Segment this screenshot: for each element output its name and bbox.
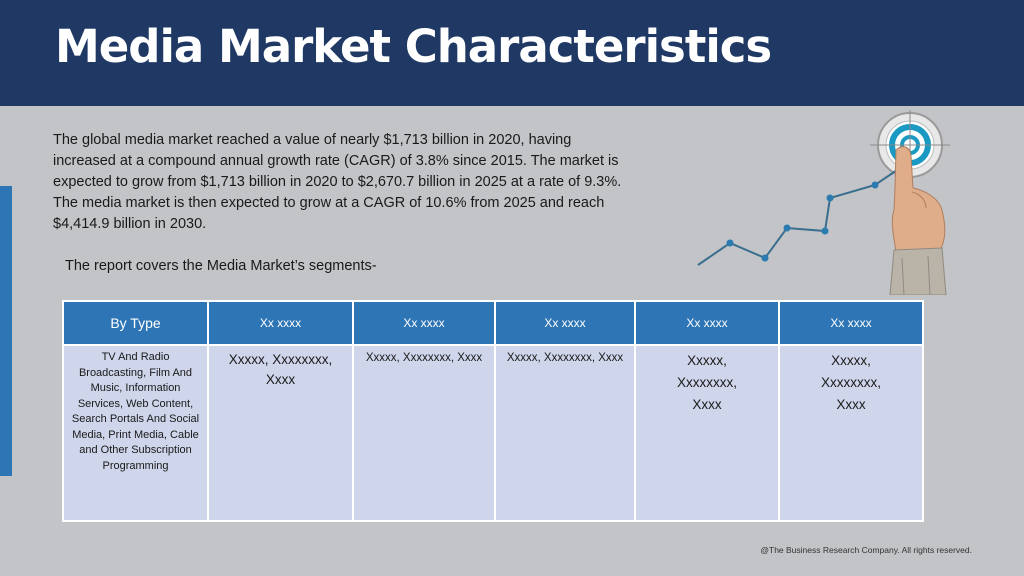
table-header-row: By Type Xx xxxx Xx xxxx Xx xxxx Xx xxxx … [62, 300, 924, 346]
segments-note: The report covers the Media Market’s seg… [65, 258, 377, 274]
title-bar: Media Market Characteristics [0, 0, 1024, 106]
table-cell: Xxxxx, Xxxxxxxx, Xxxx [352, 344, 496, 522]
accent-bar [0, 186, 12, 476]
table-cell: Xxxxx, Xxxxxxxx, Xxxx [778, 344, 924, 522]
table-cell: TV And Radio Broadcasting, Film And Musi… [62, 344, 209, 522]
segments-table: By Type Xx xxxx Xx xxxx Xx xxxx Xx xxxx … [62, 300, 924, 522]
table-header-cell: Xx xxxx [352, 300, 496, 346]
intro-paragraph: The global media market reached a value … [53, 132, 622, 232]
growth-line-icon [697, 167, 901, 266]
table-cell: Xxxxx, Xxxxxxxx, Xxxx [494, 344, 636, 522]
pointing-hand-icon [889, 146, 947, 295]
table-header-cell: Xx xxxx [778, 300, 924, 346]
growth-chart-finger-target-icon [697, 110, 950, 295]
table-cell: Xxxxx, Xxxxxxxx, Xxxx [634, 344, 780, 522]
table-header-cell: Xx xxxx [494, 300, 636, 346]
table-header-cell: Xx xxxx [207, 300, 354, 346]
page-title: Media Market Characteristics [55, 20, 772, 73]
table-cell: Xxxxx, Xxxxxxxx, Xxxx [207, 344, 354, 522]
copyright-footer: @The Business Research Company. All righ… [760, 545, 972, 555]
table-row: TV And Radio Broadcasting, Film And Musi… [62, 344, 924, 522]
table-header-cell: Xx xxxx [634, 300, 780, 346]
table-header-cell: By Type [62, 300, 209, 346]
